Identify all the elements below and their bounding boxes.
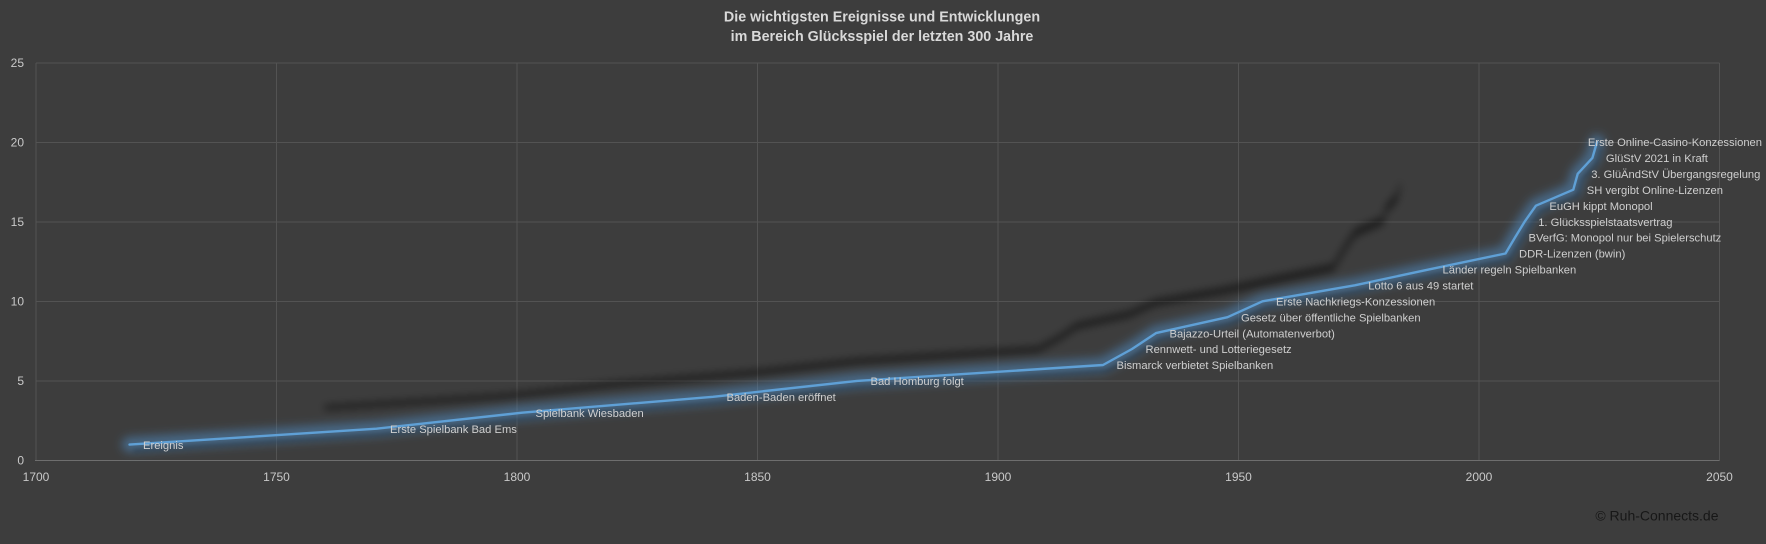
svg-text:2050: 2050 [1706,470,1733,484]
svg-text:10: 10 [11,295,25,309]
svg-text:1. Glücksspielstaatsvertrag: 1. Glücksspielstaatsvertrag [1538,217,1672,229]
svg-text:Rennwett- und Lotteriegesetz: Rennwett- und Lotteriegesetz [1146,344,1293,356]
svg-text:15: 15 [11,215,25,229]
svg-text:3. GlüÄndStV Übergangsregelung: 3. GlüÄndStV Übergangsregelung [1591,169,1760,181]
svg-text:1800: 1800 [504,470,531,484]
svg-text:Erste Online-Casino-Konzession: Erste Online-Casino-Konzessionen [1588,137,1762,149]
svg-text:5: 5 [17,374,24,388]
svg-text:Erste Nachkriegs-Konzessionen: Erste Nachkriegs-Konzessionen [1276,297,1435,309]
svg-text:1900: 1900 [985,470,1012,484]
svg-text:1700: 1700 [23,470,50,484]
svg-text:Erste Spielbank Bad Ems: Erste Spielbank Bad Ems [390,424,517,436]
svg-text:Länder regeln Spielbanken: Länder regeln Spielbanken [1443,265,1577,277]
svg-text:Bajazzo-Urteil (Automatenverbo: Bajazzo-Urteil (Automatenverbot) [1170,328,1336,340]
svg-text:BVerfG: Monopol nur bei Spiele: BVerfG: Monopol nur bei Spielerschutz [1529,233,1722,245]
svg-text:0: 0 [17,454,24,468]
svg-text:© Ruh-Connects.de: © Ruh-Connects.de [1595,507,1718,523]
svg-text:Gesetz über öffentliche Spielb: Gesetz über öffentliche Spielbanken [1241,312,1421,324]
svg-text:25: 25 [11,56,25,70]
svg-text:1750: 1750 [263,470,290,484]
svg-text:im Bereich Glücksspiel der let: im Bereich Glücksspiel der letzten 300 J… [731,29,1034,45]
svg-text:Baden-Baden eröffnet: Baden-Baden eröffnet [727,392,837,404]
svg-text:Die wichtigsten Ereignisse und: Die wichtigsten Ereignisse und Entwicklu… [724,9,1040,25]
svg-text:2000: 2000 [1466,470,1493,484]
svg-text:EuGH kippt Monopol: EuGH kippt Monopol [1549,201,1652,213]
svg-text:Ereignis: Ereignis [143,440,184,452]
svg-text:Spielbank Wiesbaden: Spielbank Wiesbaden [536,408,644,420]
svg-text:20: 20 [11,136,25,150]
svg-text:SH vergibt Online-Lizenzen: SH vergibt Online-Lizenzen [1587,185,1723,197]
svg-text:DDR-Lizenzen (bwin): DDR-Lizenzen (bwin) [1519,249,1626,261]
svg-text:Lotto 6 aus 49 startet: Lotto 6 aus 49 startet [1368,281,1474,293]
svg-text:1950: 1950 [1225,470,1252,484]
svg-text:Bismarck verbietet Spielbanken: Bismarck verbietet Spielbanken [1117,360,1274,372]
svg-text:GlüStV 2021 in Kraft: GlüStV 2021 in Kraft [1606,153,1709,165]
svg-text:1850: 1850 [744,470,771,484]
svg-text:Bad Homburg folgt: Bad Homburg folgt [871,376,965,388]
